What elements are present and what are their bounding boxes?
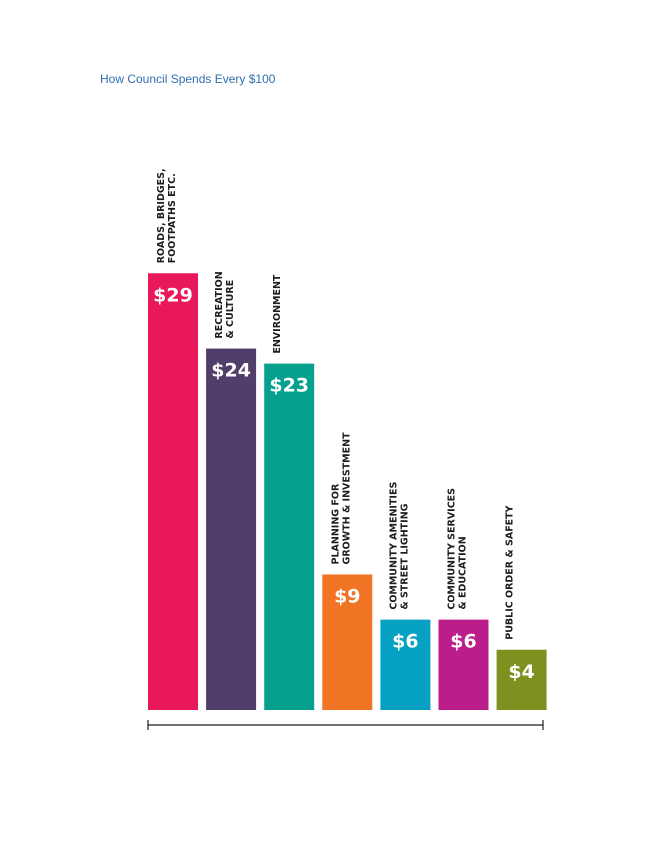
- category-label-line: & STREET LIGHTING: [399, 503, 410, 609]
- category-label-line: COMMUNITY AMENITIES: [388, 482, 399, 610]
- bar-6: [438, 619, 489, 710]
- category-label: PUBLIC ORDER & SAFETY: [505, 505, 516, 639]
- category-label: ROADS, BRIDGES, FOOTPATHS ETC.: [156, 168, 178, 263]
- category-label-line: & CULTURE: [225, 280, 236, 339]
- bar-2: [206, 348, 257, 710]
- category-label: PLANNING FOR GROWTH & INVESTMENT: [330, 432, 352, 565]
- category-label-line: COMMUNITY SERVICES: [447, 488, 458, 610]
- bar-7: [496, 649, 547, 710]
- category-label: RECREATION & CULTURE: [214, 271, 236, 338]
- category-label-line: ROADS, BRIDGES,: [156, 168, 167, 263]
- bar-value-label: $23: [269, 375, 309, 397]
- category-labels-layer: ROADS, BRIDGES, FOOTPATHS ETC.RECREATION &…: [156, 168, 516, 639]
- bar-value-label: $6: [392, 631, 418, 653]
- x-axis-line: [147, 720, 544, 730]
- category-label: COMMUNITY SERVICES & EDUCATION: [447, 488, 469, 610]
- bar-value-label: $6: [450, 631, 476, 653]
- category-label-line: GROWTH & INVESTMENT: [341, 432, 352, 565]
- category-label-line: FOOTPATHS ETC.: [167, 173, 178, 263]
- bar-value-label: $9: [334, 585, 360, 607]
- page-title: How Council Spends Every $100: [100, 72, 276, 86]
- bars-layer: $29 $24 $23 $9 $6 $6 $4: [148, 273, 547, 710]
- bar-4: [322, 574, 373, 710]
- category-label: COMMUNITY AMENITIES & STREET LIGHTING: [388, 482, 410, 610]
- category-label-line: PLANNING FOR: [330, 483, 341, 564]
- category-label: ENVIRONMENT: [272, 274, 283, 354]
- bar-1: [148, 273, 198, 710]
- category-label-line: ENVIRONMENT: [272, 274, 283, 354]
- category-label-line: PUBLIC ORDER & SAFETY: [505, 505, 516, 639]
- bar-value-label: $4: [508, 661, 534, 683]
- category-label-line: & EDUCATION: [458, 536, 469, 609]
- bar-value-label: $24: [211, 360, 251, 382]
- category-label-line: RECREATION: [214, 271, 225, 338]
- bar-value-label: $29: [153, 284, 193, 306]
- bar-5: [380, 619, 431, 710]
- bar-3: [264, 363, 315, 710]
